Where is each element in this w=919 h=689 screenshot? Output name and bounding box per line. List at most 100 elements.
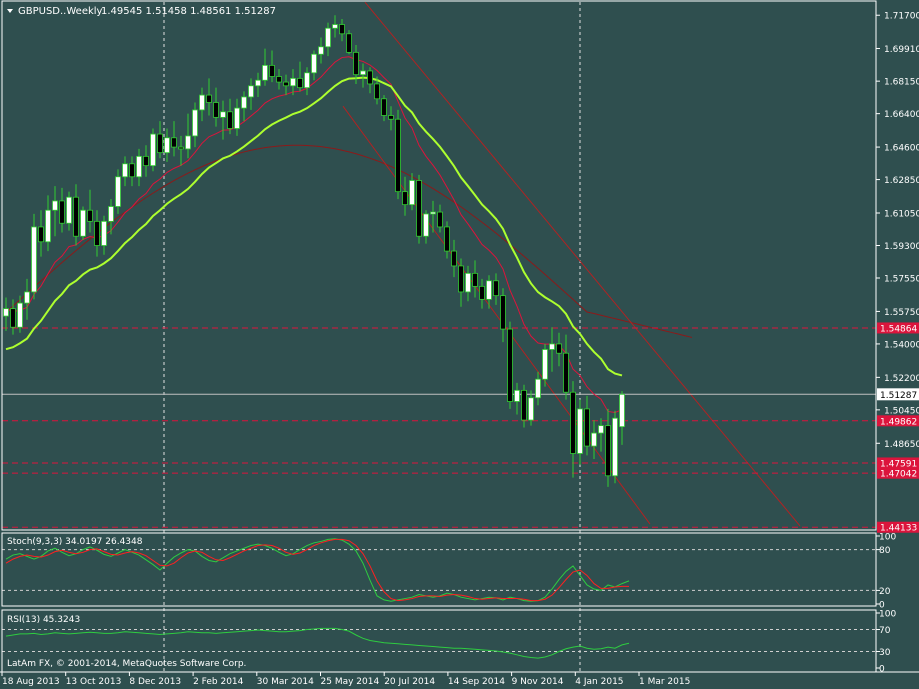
current-price-tag [877,388,919,401]
candle-body[interactable] [115,176,121,207]
candle-body[interactable] [304,72,310,89]
candle-body[interactable] [269,64,275,77]
candle-body[interactable] [584,408,590,447]
candle-body[interactable] [437,211,443,228]
candle-body[interactable] [367,70,373,85]
candle-body[interactable] [542,349,548,380]
candle-body[interactable] [325,27,331,48]
candle-body[interactable] [87,209,93,222]
candle-body[interactable] [416,180,422,237]
candle-body[interactable] [122,163,128,178]
candle-body[interactable] [227,111,233,129]
candle-body[interactable] [465,272,471,293]
candle-body[interactable] [381,98,387,116]
candle-body[interactable] [276,76,282,83]
candle-body[interactable] [360,70,366,76]
price-chart[interactable] [2,1,876,528]
candle-body[interactable] [318,46,324,55]
candle-body[interactable] [101,220,107,246]
price-tick-label: 1.66400 [884,110,919,120]
candle-body[interactable] [486,280,492,300]
candle-body[interactable] [31,226,37,293]
candle-body[interactable] [514,389,520,402]
candle-body[interactable] [199,94,205,111]
candle-body[interactable] [143,155,149,167]
candle-body[interactable] [402,191,408,206]
candle-body[interactable] [213,102,219,118]
candle-body[interactable] [192,109,198,137]
candle-body[interactable] [451,250,457,267]
candle-body[interactable] [535,378,541,399]
candle-body[interactable] [297,77,303,89]
candle-body[interactable] [206,94,212,103]
candle-body[interactable] [248,85,254,98]
candle-body[interactable] [80,209,86,237]
candle-body[interactable] [234,107,240,129]
candle-body[interactable] [94,220,100,246]
candle-body[interactable] [577,408,583,454]
candle-body[interactable] [52,200,58,211]
candle-body[interactable] [241,96,247,109]
candle-body[interactable] [458,265,464,293]
candle-body[interactable] [17,302,23,328]
candle-body[interactable] [430,211,436,215]
candle-body[interactable] [507,328,513,402]
candle-body[interactable] [353,51,359,76]
candle-body[interactable] [549,343,555,350]
candle-body[interactable] [311,53,317,74]
rsi-title: RSI(13) 45.3243 [7,615,80,625]
candle-body[interactable] [136,155,142,178]
candle-body[interactable] [3,308,9,317]
candle-body[interactable] [339,24,345,35]
candle-body[interactable] [591,432,597,447]
candle-body[interactable] [521,389,527,421]
candle-body[interactable] [157,133,163,154]
mid-moving-average-line [5,56,623,414]
candle-body[interactable] [262,64,268,81]
candle-body[interactable] [220,111,226,118]
candle-body[interactable] [332,24,338,29]
candle-body[interactable] [423,213,429,237]
candle-body[interactable] [563,352,569,393]
candle-body[interactable] [598,425,604,434]
candle-body[interactable] [612,417,618,477]
candle-body[interactable] [528,397,534,421]
stoch-tick-label: 0 [879,601,885,611]
candle-body[interactable] [108,206,114,222]
candle-body[interactable] [255,79,261,87]
candle-body[interactable] [556,343,562,354]
candle-body[interactable] [409,180,415,206]
candle-body[interactable] [164,137,170,154]
candle-body[interactable] [10,308,16,328]
window-menu-icon[interactable] [7,9,13,13]
candle-body[interactable] [374,83,380,100]
rsi-indicator[interactable] [2,627,876,659]
candle-body[interactable] [38,226,44,243]
candle-body[interactable] [66,196,72,224]
candle-body[interactable] [346,33,352,53]
candle-body[interactable] [619,393,625,428]
candle-body[interactable] [479,285,485,300]
stochastic-indicator[interactable] [2,538,876,602]
level-price-tag [877,467,919,479]
candle-body[interactable] [73,196,79,237]
candle-body[interactable] [500,295,506,330]
candle-body[interactable] [171,137,177,148]
candle-body[interactable] [129,163,135,178]
candle-body[interactable] [290,77,296,87]
candle-body[interactable] [283,81,289,87]
candle-body[interactable] [178,146,184,150]
candle-body[interactable] [150,133,156,167]
candle-body[interactable] [185,135,191,150]
candle-body[interactable] [388,115,394,120]
candle-body[interactable] [605,425,611,477]
candle-body[interactable] [395,118,401,193]
candle-body[interactable] [493,280,499,297]
candle-body[interactable] [570,391,576,454]
candle-body[interactable] [24,291,30,304]
candle-body[interactable] [472,272,478,287]
candle-body[interactable] [444,226,450,252]
candle-body[interactable] [59,200,65,224]
candle-body[interactable] [45,209,51,243]
